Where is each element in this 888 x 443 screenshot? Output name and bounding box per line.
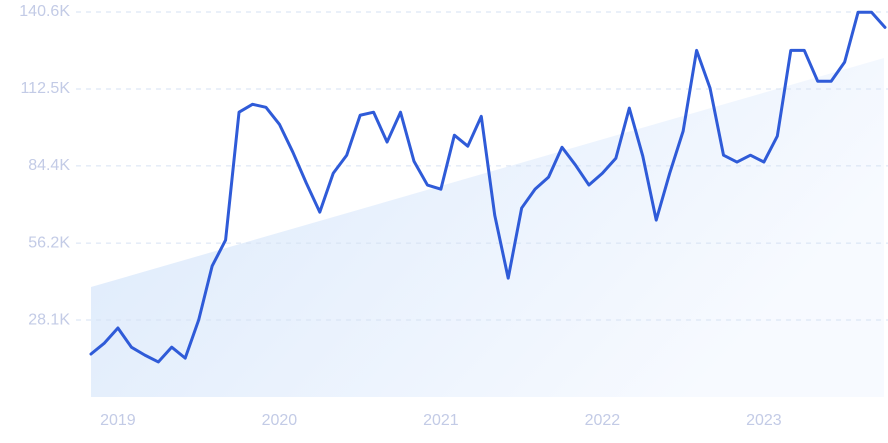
x-tick-label: 2020 xyxy=(262,412,298,429)
x-tick-label: 2023 xyxy=(746,412,782,429)
y-tick-label: 56.2K xyxy=(28,234,70,251)
x-tick-label: 2022 xyxy=(585,412,621,429)
trend-area xyxy=(91,58,884,397)
y-tick-label: 112.5K xyxy=(20,80,70,97)
x-tick-label: 2021 xyxy=(423,412,459,429)
line xyxy=(89,10,887,364)
y-tick-label: 140.6K xyxy=(19,3,70,20)
x-tick-label: 2019 xyxy=(100,412,136,429)
y-tick-label: 84.4K xyxy=(28,157,70,174)
y-tick-label: 28.1K xyxy=(28,311,70,328)
